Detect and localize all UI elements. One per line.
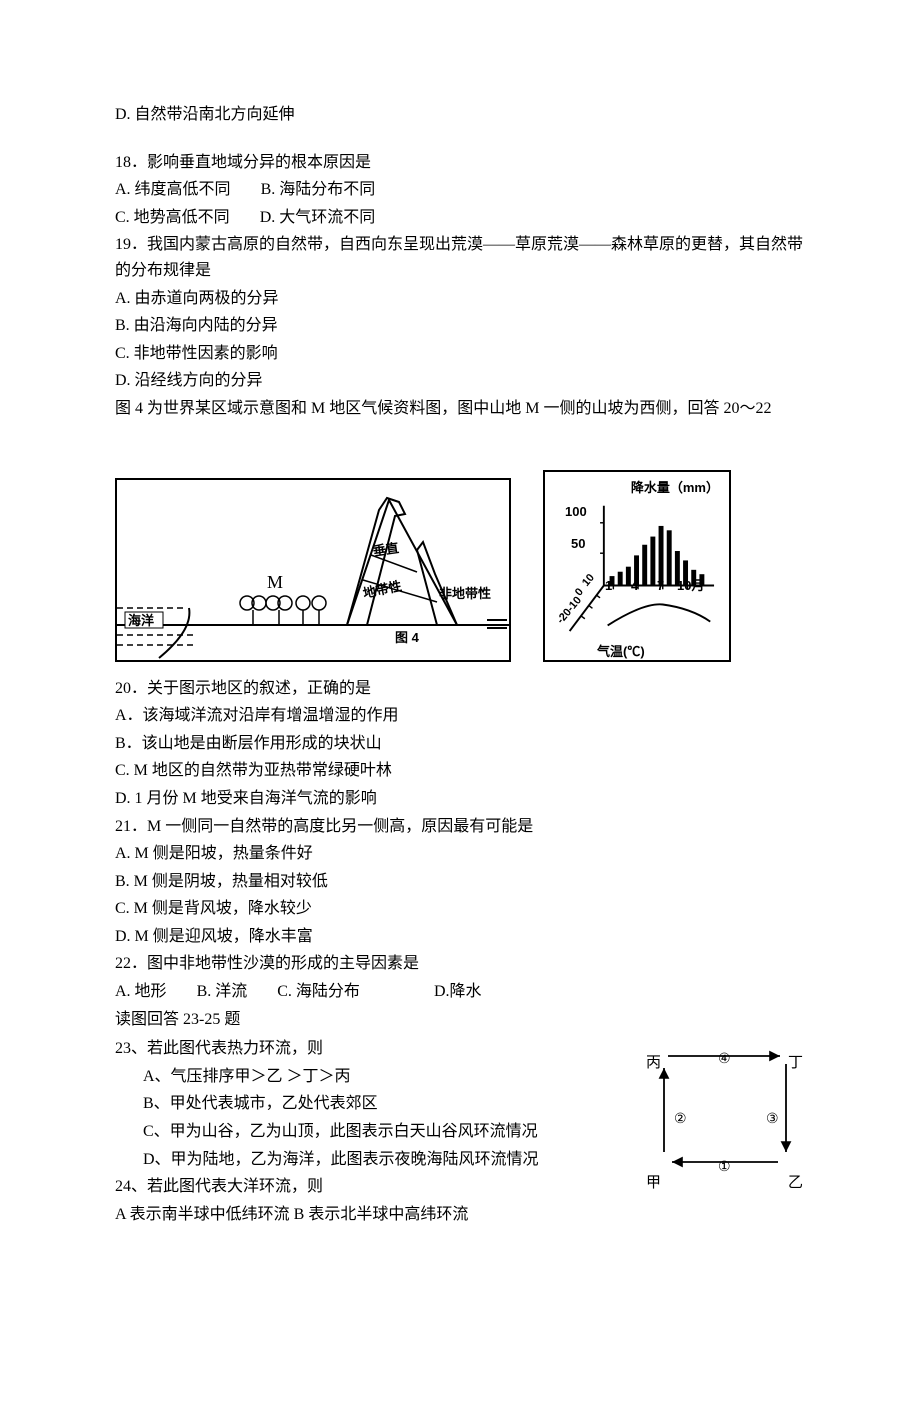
edge-right: ③	[766, 1109, 779, 1131]
fig4-caption: 图 4	[395, 628, 419, 649]
figure4-map: 海洋 M 垂直 地带性 非地带性 图 4	[115, 478, 511, 662]
M-label: M	[267, 568, 283, 597]
ocean-label: 海洋	[128, 611, 154, 632]
q21-A: A. M 侧是阳坡，热量条件好	[115, 841, 810, 867]
node-br: 乙	[788, 1171, 803, 1195]
precip-axis-label: 降水量（mm）	[555, 478, 719, 499]
q20-C: C. M 地区的自然带为亚热带常绿硬叶林	[115, 758, 810, 784]
q20-A: A．该海域洋流对沿岸有增温增湿的作用	[115, 703, 810, 729]
q22-A: A. 地形	[115, 983, 167, 1000]
q23-B: B、甲处代表城市，乙处代表郊区	[115, 1091, 620, 1117]
q21-stem: 21．M 一侧同一自然带的高度比另一侧高，原因最有可能是	[115, 814, 810, 840]
q18-row1: A. 纬度高低不同 B. 海陆分布不同	[115, 177, 810, 203]
figure4-climate: 降水量（mm）	[543, 470, 731, 662]
q22-opts: A. 地形 B. 洋流 C. 海陆分布 D.降水	[115, 979, 810, 1005]
q22-C: C. 海陆分布	[277, 983, 360, 1000]
q22-D: D.降水	[434, 983, 482, 1000]
temp-axis-label: 气温(℃)	[597, 642, 645, 663]
node-tl: 丙	[646, 1051, 661, 1075]
q22-stem: 22．图中非地带性沙漠的形成的主导因素是	[115, 951, 810, 977]
node-bl: 甲	[646, 1171, 661, 1195]
q23-A: A、气压排序甲＞乙 ＞丁＞丙	[115, 1064, 620, 1090]
q21-C: C. M 侧是背风坡，降水较少	[115, 896, 810, 922]
xtick-4: 4	[631, 576, 638, 597]
q23-D: D、甲为陆地，乙为海洋，此图表示夜晚海陆风环流情况	[115, 1147, 620, 1173]
node-tr: 丁	[788, 1051, 803, 1075]
q22-B: B. 洋流	[197, 983, 248, 1000]
vertical-label: 垂直	[372, 538, 401, 562]
q23-intro: 读图回答 23-25 题	[115, 1007, 810, 1033]
q20-D: D. 1 月份 M 地受来自海洋气流的影响	[115, 786, 810, 812]
q18-B: B. 海陆分布不同	[261, 181, 376, 198]
q18-row2: C. 地势高低不同 D. 大气环流不同	[115, 205, 810, 231]
fig4-intro: 图 4 为世界某区域示意图和 M 地区气候资料图，图中山地 M 一侧的山坡为西侧…	[115, 396, 810, 422]
q17-option-d: D. 自然带沿南北方向延伸	[115, 102, 810, 128]
q20-B: B．该山地是由断层作用形成的块状山	[115, 731, 810, 757]
xtick-7: 7	[657, 576, 664, 597]
ytick-50: 50	[571, 534, 585, 555]
q19-A: A. 由赤道向两极的分异	[115, 286, 810, 312]
q19-stem: 19．我国内蒙古高原的自然带，自西向东呈现出荒漠——草原荒漠——森林草原的更替，…	[115, 232, 810, 283]
q18-C: C. 地势高低不同	[115, 209, 230, 226]
xtick-10: 10月	[677, 576, 704, 597]
ytick-100: 100	[565, 502, 587, 523]
q19-B: B. 由沿海向内陆的分异	[115, 313, 810, 339]
q23-C: C、甲为山谷，乙为山顶，此图表示白天山谷风环流情况	[115, 1119, 620, 1145]
q18-D: D. 大气环流不同	[260, 209, 376, 226]
edge-bottom: ①	[718, 1157, 731, 1179]
q20-stem: 20．关于图示地区的叙述，正确的是	[115, 676, 810, 702]
nonzonal-label: 非地带性	[439, 584, 491, 605]
figure4-row: 海洋 M 垂直 地带性 非地带性 图 4 降水量（mm）	[115, 470, 810, 662]
circulation-diagram: 丙 丁 甲 乙 ④ ② ③ ①	[640, 1034, 810, 1343]
q24-stem: 24、若此图代表大洋环流，则	[115, 1174, 620, 1200]
figure4-map-svg	[117, 480, 509, 660]
q18-A: A. 纬度高低不同	[115, 181, 231, 198]
q23-stem: 23、若此图代表热力环流，则	[115, 1036, 620, 1062]
q19-D: D. 沿经线方向的分异	[115, 368, 810, 394]
q21-B: B. M 侧是阴坡，热量相对较低	[115, 869, 810, 895]
q21-D: D. M 侧是迎风坡，降水丰富	[115, 924, 810, 950]
edge-top: ④	[718, 1049, 731, 1071]
q19-C: C. 非地带性因素的影响	[115, 341, 810, 367]
q18-stem: 18．影响垂直地域分异的根本原因是	[115, 150, 810, 176]
q24-line1: A 表示南半球中低纬环流 B 表示北半球中高纬环流	[115, 1202, 620, 1228]
xtick-1: 1	[605, 576, 612, 597]
edge-left: ②	[674, 1109, 687, 1131]
